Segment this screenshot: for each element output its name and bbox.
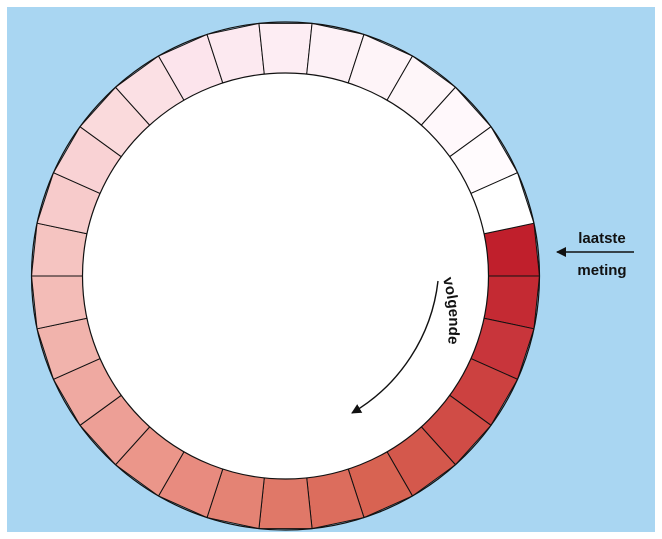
next-direction-arrow-icon (351, 280, 439, 414)
outer-outline (30, 21, 541, 531)
ring-segment (258, 22, 313, 75)
segment-ring (31, 22, 540, 530)
inner-disc (81, 72, 490, 480)
latest-label-line2: meting (577, 262, 626, 279)
ring-segment (258, 477, 313, 530)
latest-label-line1: laatste (578, 230, 626, 247)
